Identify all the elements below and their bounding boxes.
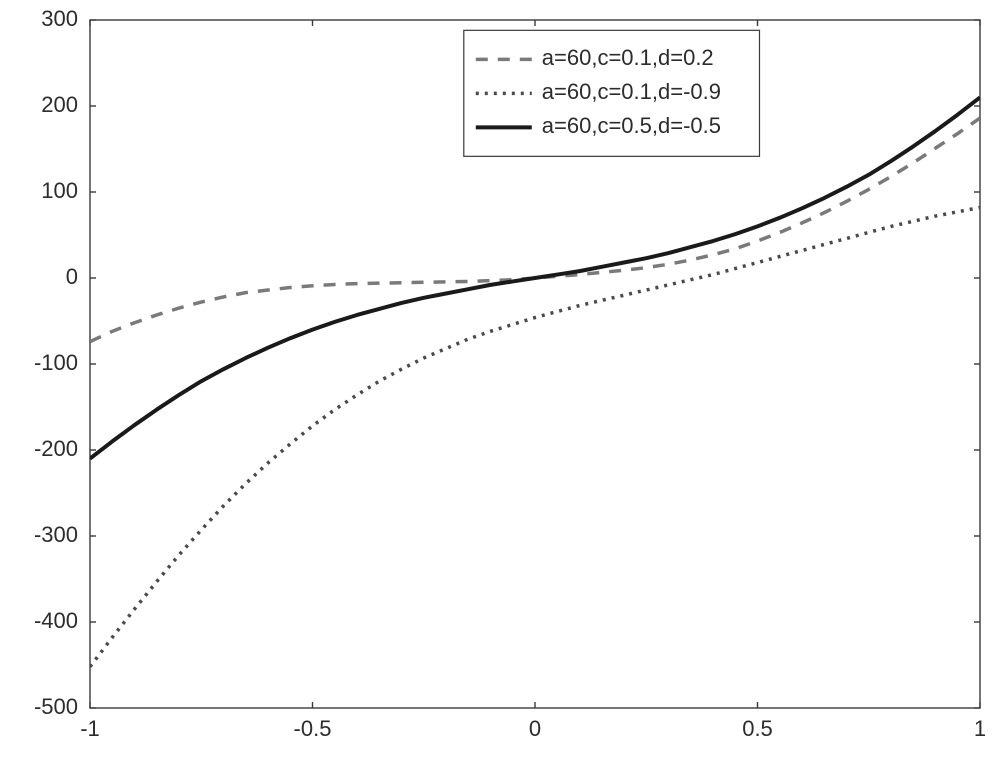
legend-label: a=60,c=0.1,d=0.2 xyxy=(542,45,714,70)
y-tick-label: 200 xyxy=(41,92,78,117)
legend-label: a=60,c=0.1,d=-0.9 xyxy=(542,79,721,104)
y-tick-label: 0 xyxy=(66,264,78,289)
chart-svg: -500 -400 -300 -200 -100 0 100 200 300 -1 -0.5 0 0.5… xyxy=(0,0,1000,768)
x-tick-label: 0.5 xyxy=(742,716,773,741)
y-tick-label: -400 xyxy=(34,608,78,633)
line-chart: -500 -400 -300 -200 -100 0 100 200 300 -1 -0.5 0 0.5… xyxy=(0,0,1000,768)
x-tick-label: 0 xyxy=(529,716,541,741)
y-tick-label: 100 xyxy=(41,178,78,203)
y-tick-label: 300 xyxy=(41,6,78,31)
y-tick-label: -200 xyxy=(34,436,78,461)
y-tick-label: -300 xyxy=(34,522,78,547)
x-tick-label: -0.5 xyxy=(294,716,332,741)
x-tick-label: -1 xyxy=(80,716,100,741)
y-tick-label: -100 xyxy=(34,350,78,375)
x-tick-label: 1 xyxy=(974,716,986,741)
legend: a=60,c=0.1,d=0.2 a=60,c=0.1,d=-0.9 a=60,c=… xyxy=(464,30,760,156)
y-tick-label: -500 xyxy=(34,694,78,719)
legend-label: a=60,c=0.5,d=-0.5 xyxy=(542,113,721,138)
